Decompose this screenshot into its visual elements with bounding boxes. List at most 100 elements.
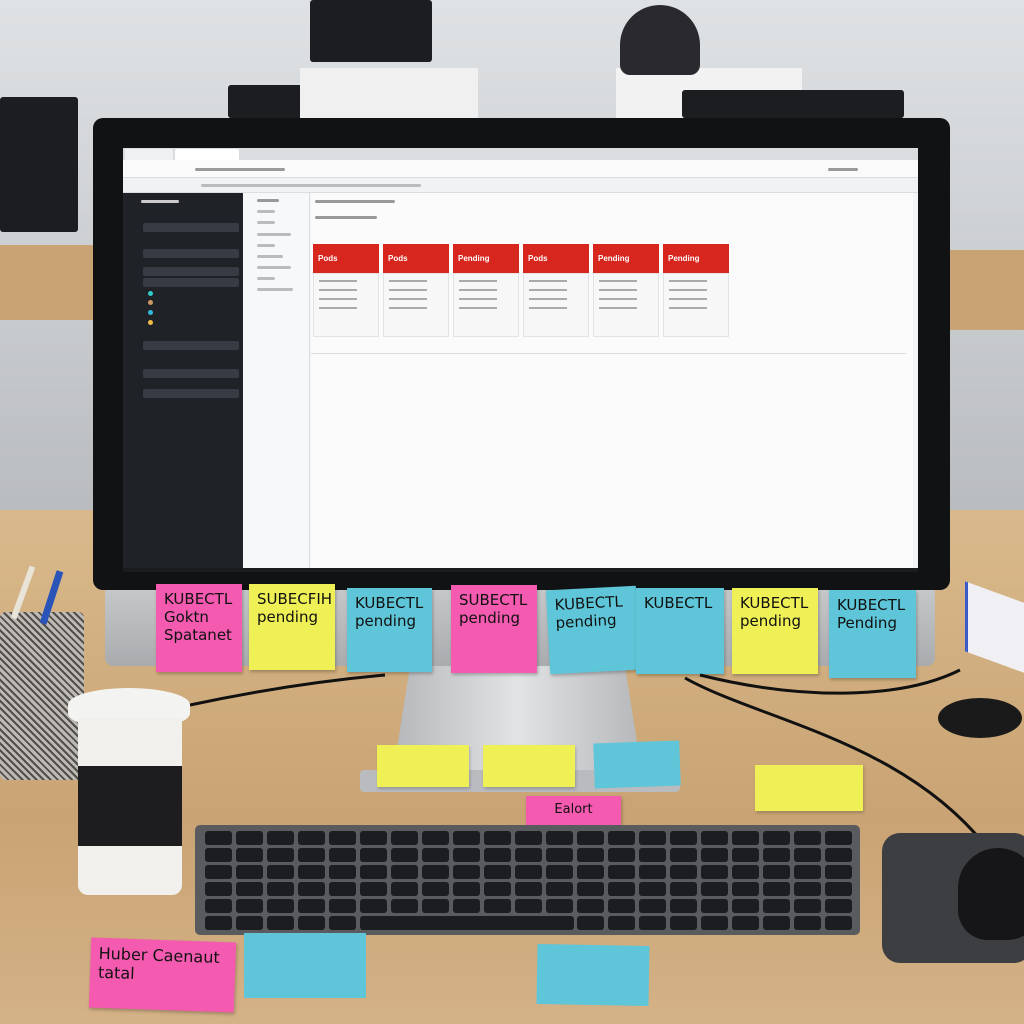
key[interactable] — [701, 882, 728, 896]
sidebar-item[interactable] — [143, 249, 239, 258]
pod-card[interactable]: Pending — [663, 232, 729, 338]
key[interactable] — [205, 899, 232, 913]
pod-card[interactable]: Pods — [383, 232, 449, 338]
key[interactable] — [577, 916, 604, 930]
key[interactable] — [422, 848, 449, 862]
key[interactable] — [639, 916, 666, 930]
key[interactable] — [329, 848, 356, 862]
key[interactable] — [546, 882, 573, 896]
keyboard[interactable] — [195, 825, 860, 935]
browser-tab-active[interactable] — [175, 149, 239, 160]
mouse[interactable] — [958, 848, 1024, 940]
key[interactable] — [794, 831, 821, 845]
key[interactable] — [546, 899, 573, 913]
key[interactable] — [577, 882, 604, 896]
key[interactable] — [825, 899, 852, 913]
key[interactable] — [515, 882, 542, 896]
key[interactable] — [267, 882, 294, 896]
key[interactable] — [794, 899, 821, 913]
key[interactable] — [205, 882, 232, 896]
key[interactable] — [639, 899, 666, 913]
key[interactable] — [360, 831, 387, 845]
key[interactable] — [577, 865, 604, 879]
sidebar-item[interactable] — [143, 278, 239, 287]
key[interactable] — [794, 848, 821, 862]
key[interactable] — [391, 882, 418, 896]
sidebar-item[interactable] — [143, 267, 239, 276]
key[interactable] — [515, 899, 542, 913]
key[interactable] — [763, 882, 790, 896]
key[interactable] — [825, 882, 852, 896]
key[interactable] — [298, 831, 325, 845]
key[interactable] — [391, 831, 418, 845]
key[interactable] — [546, 848, 573, 862]
key[interactable] — [484, 831, 511, 845]
key[interactable] — [670, 865, 697, 879]
key[interactable] — [453, 865, 480, 879]
key[interactable] — [825, 865, 852, 879]
key[interactable] — [236, 848, 263, 862]
key[interactable] — [546, 865, 573, 879]
key[interactable] — [267, 831, 294, 845]
key[interactable] — [298, 882, 325, 896]
key[interactable] — [329, 882, 356, 896]
key[interactable] — [360, 882, 387, 896]
key[interactable] — [360, 848, 387, 862]
key[interactable] — [546, 831, 573, 845]
key[interactable] — [670, 831, 697, 845]
key[interactable] — [329, 831, 356, 845]
key[interactable] — [825, 848, 852, 862]
pod-card[interactable]: Pods — [313, 232, 379, 338]
key[interactable] — [825, 916, 852, 930]
pod-card[interactable]: Pending — [453, 232, 519, 338]
key[interactable] — [515, 848, 542, 862]
key[interactable] — [639, 848, 666, 862]
key[interactable] — [763, 848, 790, 862]
key[interactable] — [422, 865, 449, 879]
key[interactable] — [701, 916, 728, 930]
key[interactable] — [329, 865, 356, 879]
key[interactable] — [453, 899, 480, 913]
key[interactable] — [391, 848, 418, 862]
key[interactable] — [732, 882, 759, 896]
key[interactable] — [515, 865, 542, 879]
key[interactable] — [701, 899, 728, 913]
key[interactable] — [763, 831, 790, 845]
key[interactable] — [267, 899, 294, 913]
key[interactable] — [701, 848, 728, 862]
key[interactable] — [608, 848, 635, 862]
key[interactable] — [329, 899, 356, 913]
key[interactable] — [360, 865, 387, 879]
key[interactable] — [670, 899, 697, 913]
key[interactable] — [205, 916, 232, 930]
key[interactable] — [236, 831, 263, 845]
key[interactable] — [484, 899, 511, 913]
key[interactable] — [422, 899, 449, 913]
key[interactable] — [236, 899, 263, 913]
key[interactable] — [763, 865, 790, 879]
pod-card[interactable]: Pending — [593, 232, 659, 338]
key[interactable] — [267, 865, 294, 879]
key[interactable] — [794, 916, 821, 930]
key[interactable] — [236, 916, 263, 930]
key[interactable] — [360, 899, 387, 913]
key[interactable] — [484, 865, 511, 879]
key[interactable] — [453, 882, 480, 896]
key[interactable] — [732, 831, 759, 845]
pod-card[interactable]: Pods — [523, 232, 589, 338]
key[interactable] — [732, 899, 759, 913]
key[interactable] — [639, 882, 666, 896]
key[interactable] — [670, 916, 697, 930]
key[interactable] — [608, 916, 635, 930]
key[interactable] — [205, 865, 232, 879]
key[interactable] — [732, 865, 759, 879]
key[interactable] — [267, 916, 294, 930]
key[interactable] — [701, 831, 728, 845]
key[interactable] — [453, 848, 480, 862]
key[interactable] — [298, 899, 325, 913]
key[interactable] — [670, 882, 697, 896]
key[interactable] — [484, 882, 511, 896]
key[interactable] — [701, 865, 728, 879]
sidebar-item[interactable] — [143, 223, 239, 232]
key[interactable] — [422, 882, 449, 896]
